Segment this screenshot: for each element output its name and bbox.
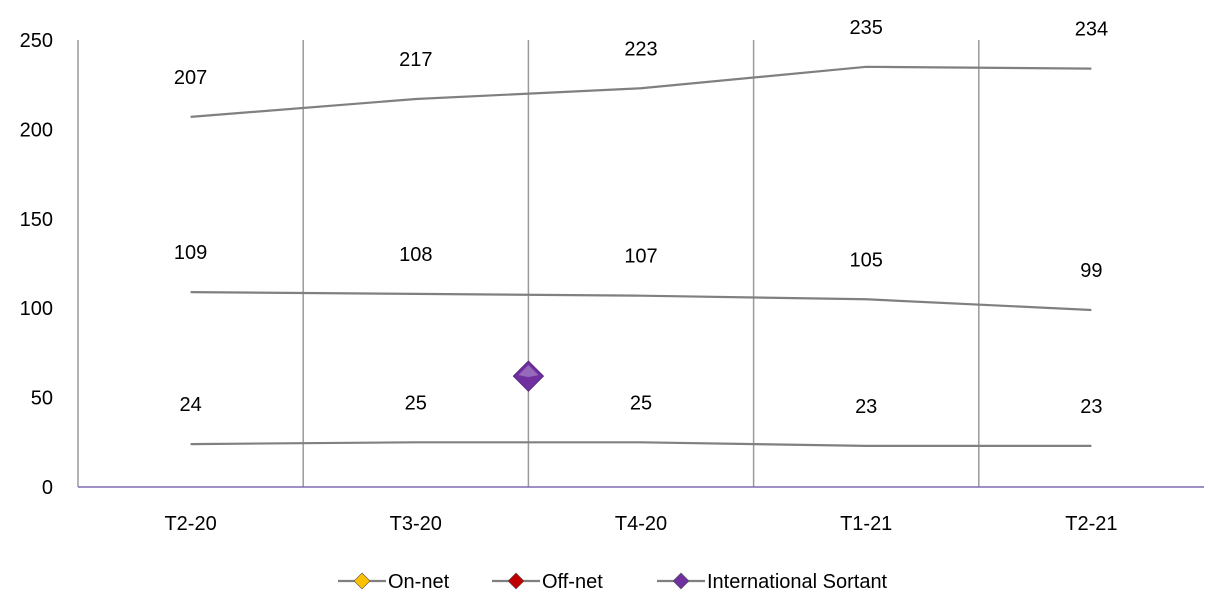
y-tick-label: 150 <box>20 209 53 231</box>
data-label: 24 <box>179 394 201 416</box>
legend-diamond-marker <box>507 572 525 590</box>
data-label: 108 <box>399 244 432 266</box>
grid-lines <box>302 40 980 487</box>
x-tick-label: T3-20 <box>390 513 442 535</box>
series-line-2 <box>190 441 1092 447</box>
y-axis-ticks: 0 50 100 150 200 250 <box>20 30 53 499</box>
x-tick-label: T2-21 <box>1065 513 1117 535</box>
legend-label: Off-net <box>542 571 603 593</box>
y-tick-label: 100 <box>20 298 53 320</box>
data-label: 235 <box>850 17 883 39</box>
annotations <box>512 360 545 392</box>
data-label: 25 <box>630 392 652 414</box>
data-label: 25 <box>405 392 427 414</box>
data-label: 23 <box>1080 396 1102 418</box>
data-labels: 207 217 223 235 234 109 108 107 105 99 24 25 25 23 23 <box>174 17 1108 418</box>
legend-item-2: International Sortant <box>657 571 888 593</box>
x-tick-label: T1-21 <box>840 513 892 535</box>
series-lines <box>190 65 1092 447</box>
y-tick-label: 50 <box>31 388 53 410</box>
y-tick-label: 0 <box>42 477 53 499</box>
legend-label: International Sortant <box>707 571 888 593</box>
legend-item-0: On-net <box>338 571 450 593</box>
data-label: 223 <box>624 38 657 60</box>
series-line-0 <box>190 65 1092 118</box>
data-label: 217 <box>399 49 432 71</box>
data-label: 99 <box>1080 260 1102 282</box>
data-label: 234 <box>1075 19 1108 41</box>
axes <box>77 40 1204 488</box>
y-tick-label: 250 <box>20 30 53 52</box>
data-label: 207 <box>174 67 207 89</box>
x-tick-label: T4-20 <box>615 513 667 535</box>
data-label: 23 <box>855 396 877 418</box>
data-label: 109 <box>174 242 207 264</box>
legend-diamond-marker <box>672 572 690 590</box>
y-tick-label: 200 <box>20 119 53 141</box>
diamond-marker-0 <box>512 360 545 392</box>
legend-diamond-marker <box>353 572 371 590</box>
data-label: 107 <box>624 246 657 268</box>
series-line-1 <box>190 291 1092 312</box>
data-label: 105 <box>850 249 883 271</box>
legend-item-1: Off-net <box>492 571 603 593</box>
x-tick-label: T2-20 <box>164 513 216 535</box>
legend-label: On-net <box>388 571 450 593</box>
legend: On-net Off-net International Sortant <box>338 571 888 593</box>
x-axis-ticks: T2-20 T3-20 T4-20 T1-21 T2-21 <box>164 513 1117 535</box>
